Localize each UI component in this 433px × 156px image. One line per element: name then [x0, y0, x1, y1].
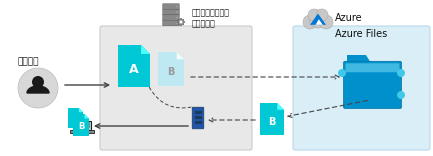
- Polygon shape: [316, 19, 323, 25]
- Text: ユーザー: ユーザー: [17, 58, 39, 66]
- Text: A: A: [129, 63, 139, 76]
- FancyBboxPatch shape: [163, 4, 179, 9]
- Polygon shape: [73, 114, 89, 136]
- Circle shape: [176, 6, 178, 7]
- FancyBboxPatch shape: [194, 116, 201, 119]
- Circle shape: [319, 15, 333, 29]
- Circle shape: [309, 10, 327, 28]
- Circle shape: [18, 68, 58, 108]
- Circle shape: [176, 17, 178, 18]
- Circle shape: [176, 22, 178, 24]
- Polygon shape: [84, 114, 89, 118]
- Text: B: B: [78, 122, 84, 131]
- Circle shape: [303, 15, 317, 29]
- FancyBboxPatch shape: [163, 20, 179, 26]
- Polygon shape: [68, 108, 83, 128]
- Text: オンプレミスのフ
ァイル共有: オンプレミスのフ ァイル共有: [192, 8, 230, 28]
- FancyBboxPatch shape: [100, 26, 252, 150]
- Polygon shape: [277, 103, 284, 110]
- Text: Azure: Azure: [335, 13, 362, 23]
- Text: B: B: [268, 117, 276, 127]
- FancyBboxPatch shape: [192, 107, 204, 129]
- Polygon shape: [260, 103, 284, 135]
- FancyBboxPatch shape: [70, 129, 94, 132]
- Polygon shape: [177, 52, 184, 59]
- FancyBboxPatch shape: [343, 61, 401, 109]
- FancyBboxPatch shape: [346, 63, 400, 72]
- Polygon shape: [177, 18, 185, 26]
- Polygon shape: [347, 55, 371, 63]
- FancyBboxPatch shape: [293, 26, 430, 150]
- Text: B: B: [167, 67, 174, 77]
- FancyBboxPatch shape: [74, 122, 90, 128]
- Polygon shape: [310, 14, 326, 25]
- FancyBboxPatch shape: [73, 120, 91, 129]
- FancyBboxPatch shape: [163, 15, 179, 20]
- Circle shape: [338, 69, 346, 77]
- FancyBboxPatch shape: [194, 111, 201, 114]
- Circle shape: [176, 11, 178, 13]
- Circle shape: [397, 91, 405, 99]
- Circle shape: [308, 9, 320, 21]
- Polygon shape: [118, 45, 150, 87]
- Circle shape: [397, 69, 405, 77]
- Circle shape: [32, 76, 44, 88]
- Circle shape: [316, 9, 328, 21]
- Circle shape: [179, 20, 183, 24]
- Polygon shape: [141, 45, 150, 54]
- Text: A: A: [73, 115, 78, 124]
- FancyBboxPatch shape: [194, 121, 201, 124]
- Polygon shape: [158, 52, 184, 86]
- Text: Azure Files: Azure Files: [335, 29, 387, 39]
- FancyBboxPatch shape: [163, 9, 179, 15]
- Polygon shape: [27, 86, 49, 93]
- Polygon shape: [79, 108, 83, 112]
